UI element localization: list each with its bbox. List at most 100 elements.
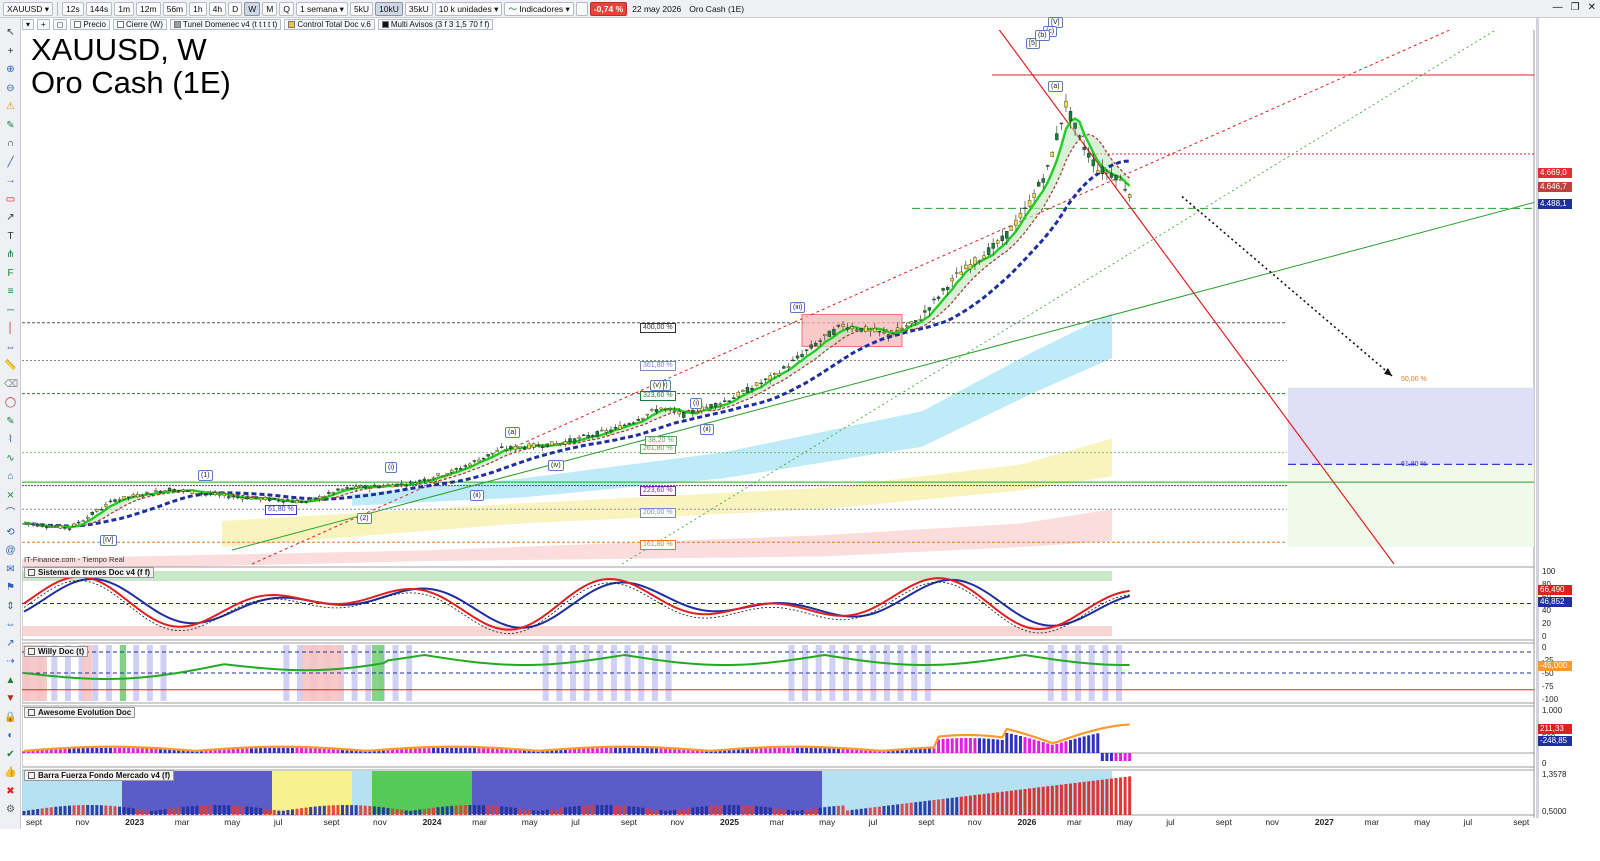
fib-level-label[interactable]: 50,00 % (1401, 375, 1427, 383)
ellipse-icon[interactable]: ◯ (4, 397, 17, 408)
period-select[interactable]: 1 semana ▾ (295, 1, 348, 16)
ray-icon[interactable]: → (5, 175, 16, 186)
wave-icon[interactable]: ∿ (6, 452, 15, 464)
unit-button[interactable]: 5kU (349, 1, 374, 16)
fib-level-label[interactable]: 361,80 % (640, 360, 676, 371)
legend-item[interactable]: Multi Avisos (3 f 3 1,5 70 f f) (377, 19, 494, 30)
wave-count-label[interactable]: (b) (1035, 30, 1050, 41)
channel-icon[interactable]: ≡ (7, 286, 14, 297)
arrow-icon[interactable]: ↗ (6, 212, 15, 223)
price-range-icon[interactable]: ⇕ (6, 600, 15, 612)
timeframe-button[interactable]: W (244, 1, 261, 16)
wave-count-label[interactable]: (i) (385, 462, 398, 473)
fib-level-label[interactable]: 38,20 % (645, 436, 677, 447)
wave-count-label[interactable]: (a) (505, 427, 520, 438)
short-icon[interactable]: ▼ (5, 693, 16, 704)
eraser-icon[interactable]: ⌫ (4, 378, 19, 390)
checkbox[interactable] (575, 1, 588, 16)
fib-level-label[interactable]: 223,60 % (640, 485, 676, 496)
fib-level-label[interactable]: 61,80 % (1401, 460, 1427, 468)
magnet-icon[interactable]: ∩ (6, 138, 15, 149)
indicator-panel-title[interactable]: Willy Doc (t) (24, 646, 89, 657)
timeframe-button[interactable]: 144s (85, 1, 113, 16)
fib-level-label[interactable]: 200,00 % (640, 508, 676, 519)
indicator-panel-title[interactable]: Sistema de trenes Doc v4 (f f) (24, 567, 155, 578)
crosshair-icon[interactable]: + (7, 45, 14, 57)
delete-icon[interactable]: ✖ (6, 785, 15, 797)
indicator-panel-title[interactable]: Barra Fuerza Fondo Mercado v4 (f) (24, 770, 175, 781)
settings-icon[interactable]: ⚙ (6, 804, 15, 815)
rectangle-icon[interactable]: ▭ (5, 193, 16, 205)
wave-count-label[interactable]: (2) (357, 513, 372, 524)
zoom-in-icon[interactable]: ⊕ (6, 64, 15, 75)
wave-count-label[interactable]: (iii) (790, 302, 806, 313)
lock-icon[interactable]: 🔒 (4, 711, 17, 723)
legend-add-icon[interactable]: + (37, 19, 50, 30)
time-axis[interactable]: sept nov 2023 mar may jul sept nov 2024 mar may jul… (22, 815, 1534, 829)
timeframe-button[interactable]: 1m (114, 1, 135, 16)
unit-button[interactable]: 10kU (375, 1, 403, 16)
hline-icon[interactable]: ─ (6, 304, 15, 316)
panel-toggle-icon[interactable] (28, 709, 35, 716)
panel-toggle-icon[interactable] (28, 772, 35, 779)
pencil-icon[interactable]: ✎ (6, 119, 15, 131)
timeframe-button[interactable]: 12s (62, 1, 84, 16)
check-icon[interactable]: ✔ (6, 748, 15, 760)
fib-level-label[interactable]: 400,00 % (640, 322, 676, 333)
gann-icon[interactable]: ⨯ (6, 489, 15, 501)
timeframe-button[interactable]: 12m (136, 1, 161, 16)
panel-toggle-icon[interactable] (28, 648, 35, 655)
indicator-panel-title[interactable]: Awesome Evolution Doc (24, 707, 136, 718)
wave-count-label[interactable]: (ii) (700, 424, 714, 435)
timeframe-button[interactable]: D (228, 1, 243, 16)
legend-item[interactable]: Tunel Domenec v4 (t t t t t) (169, 19, 282, 30)
text-icon[interactable]: T (7, 230, 14, 242)
panel-toggle-icon[interactable] (28, 569, 35, 576)
timeframe-button[interactable]: Q (279, 1, 294, 16)
wave-count-label[interactable]: (1) (198, 470, 213, 481)
pitchfork-icon[interactable]: ⋔ (6, 249, 15, 260)
measure-icon[interactable]: ⇔ (5, 341, 16, 353)
timeframe-button[interactable]: 4h (208, 1, 227, 16)
projection-icon[interactable]: ↗ (6, 637, 15, 649)
zoom-out-icon[interactable]: ⊖ (6, 82, 15, 94)
cursor-icon[interactable]: ↖ (6, 27, 15, 38)
flag-icon[interactable]: ⚑ (6, 582, 15, 593)
hide-icon[interactable]: ◐ (7, 730, 14, 741)
wave-count-label[interactable]: (v) (650, 380, 665, 391)
thumbs-icon[interactable]: 👍 (4, 767, 17, 778)
fibonacci-icon[interactable]: F (7, 267, 14, 279)
restore-icon[interactable]: ❐ (1570, 2, 1580, 13)
fib-level-label[interactable]: 161,80 % (640, 539, 676, 550)
ruler-icon[interactable]: 📏 (4, 360, 17, 371)
legend-item[interactable]: Control Total Doc v.6 (284, 19, 375, 30)
wave-count-label[interactable]: [IV] (100, 535, 117, 546)
pattern-icon[interactable]: ⌂ (7, 471, 14, 482)
vline-icon[interactable]: │ (7, 323, 14, 334)
spiral-icon[interactable]: @ (5, 545, 16, 556)
chart-canvas[interactable]: 5.5005.0004.5004.0003.5003.0002.5002.000… (22, 30, 1536, 818)
timeframe-button[interactable]: M (262, 1, 278, 16)
wave-count-label[interactable]: [5] (1026, 38, 1040, 49)
symbol-selector[interactable]: XAUUSD ▾ (3, 1, 54, 16)
alert-icon[interactable]: ⚠ (6, 101, 15, 112)
brush-icon[interactable]: ✎ (6, 415, 15, 427)
fib-level-label[interactable]: 61,80 % (265, 504, 297, 515)
legend-box-icon[interactable]: ◻ (52, 19, 68, 30)
legend-collapse-icon[interactable]: ▾ (22, 19, 35, 30)
cycle-icon[interactable]: ⟲ (6, 526, 15, 538)
trendline-icon[interactable]: ╱ (7, 156, 14, 168)
fib-level-label[interactable]: 323,60 % (640, 391, 676, 402)
minimize-icon[interactable]: — (1552, 2, 1563, 13)
wave-count-label[interactable]: (iv) (548, 460, 564, 471)
forecast-icon[interactable]: ⇢ (6, 656, 15, 667)
timeframe-button[interactable]: 56m (162, 1, 188, 16)
wave-count-label[interactable]: (i) (690, 398, 703, 409)
date-range-icon[interactable]: ⇔ (5, 619, 16, 630)
legend-item[interactable]: Precio (70, 19, 111, 30)
wave-count-label[interactable]: (ii) (470, 490, 484, 501)
arc-icon[interactable]: ⌒ (5, 508, 16, 519)
long-icon[interactable]: ▲ (5, 674, 16, 686)
unit-button[interactable]: 35kU (404, 1, 433, 16)
timeframe-button[interactable]: 1h (189, 1, 207, 16)
